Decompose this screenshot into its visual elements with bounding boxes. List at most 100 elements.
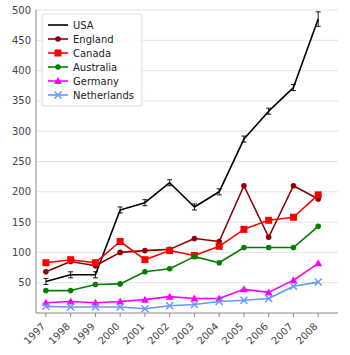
y-axis [36,10,37,313]
x-tick-label: 2006 [244,321,270,347]
point [117,303,124,310]
point [292,86,295,89]
point [314,259,322,266]
error-bar [217,189,222,195]
x-tick [70,313,71,317]
x-tick-label: 1998 [46,321,72,347]
x-tick-label: 1999 [71,321,97,347]
point [291,183,297,189]
series [42,259,322,305]
series-line [46,195,318,263]
legend-label: Canada [73,48,111,59]
series-line [46,263,318,302]
series [42,279,321,313]
legend-marker [54,77,62,84]
point [143,201,146,204]
y-tick-label: 200 [12,186,31,197]
y-tick-label: 150 [12,217,31,228]
point [67,256,74,263]
point [290,214,297,221]
y-tick-label: 450 [12,35,31,46]
x-tick [45,313,46,317]
point [266,234,272,240]
point [141,296,149,303]
point [44,280,47,283]
point [289,276,297,283]
legend-marker [55,50,62,57]
legend-label: England [73,34,114,45]
grid-line [36,10,338,11]
y-tick-label: 50 [18,277,31,288]
grid-line [36,191,338,192]
series [42,191,321,266]
x-tick-label: 2003 [170,321,196,347]
point [216,260,222,266]
x-axis [36,313,338,314]
point [190,294,198,301]
series-line [46,19,318,281]
grid-line [36,252,338,253]
error-bar [68,272,73,278]
point [192,254,198,260]
point [68,288,74,294]
y-tick-label: 100 [12,247,31,258]
series-line [46,186,318,272]
point [92,259,99,266]
point [192,236,198,242]
x-tick [194,313,195,317]
error-bar [266,108,271,114]
point [166,302,173,309]
error-bar [241,136,246,142]
point [265,288,273,295]
series-line [46,282,318,309]
error-bar [192,204,197,210]
x-tick [120,313,121,317]
legend-box [42,14,142,106]
legend-swatch [48,24,68,26]
legend-marker [55,92,62,99]
point [43,288,49,294]
x-tick [219,313,220,317]
x-tick [95,313,96,317]
legend: USAEnglandCanadaAustraliaGermanyNetherla… [42,14,142,106]
y-tick-label: 500 [12,5,31,16]
grid [36,10,338,283]
point [317,18,320,21]
point [290,283,297,290]
error-bar [118,207,123,213]
x-tick [243,313,244,317]
point [191,252,198,259]
y-tick-label: 400 [12,65,31,76]
series [43,183,321,275]
x-tick-label: 2008 [294,321,320,347]
error-bar [316,12,321,27]
point [42,259,49,266]
point [93,282,99,288]
point [315,279,322,286]
point [291,245,297,251]
point [142,248,148,254]
y-tick-label: 350 [12,95,31,106]
point [267,110,270,113]
point [193,205,196,208]
point [216,243,223,250]
legend-marker [57,24,60,27]
point [241,245,247,251]
point [167,266,173,272]
point [315,191,322,198]
series [43,12,320,285]
x-tick-label: 2007 [269,321,295,347]
x-tick-label: 1997 [22,321,48,347]
point [69,273,72,276]
point [240,297,247,304]
point [242,138,245,141]
point [191,301,198,308]
point [117,238,124,245]
point [240,285,248,292]
x-tick [144,313,145,317]
point [216,298,223,305]
y-tick-label: 250 [12,156,31,167]
grid-line [36,161,338,162]
point [43,269,49,275]
legend-label: Australia [73,62,117,73]
